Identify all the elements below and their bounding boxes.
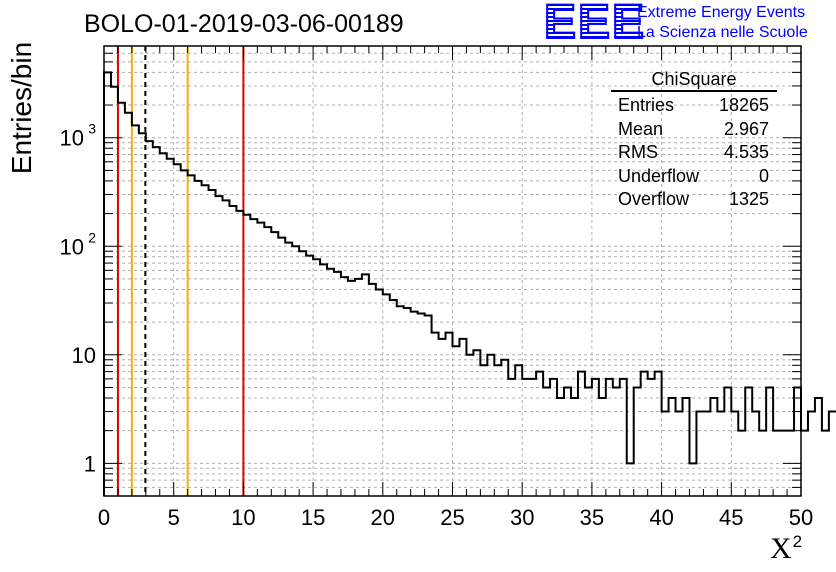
stats-value: 2.967 bbox=[723, 118, 769, 139]
y-tick-label: 10 bbox=[60, 126, 84, 151]
y-tick-label-exp: 3 bbox=[88, 121, 96, 137]
x-tick-label: 20 bbox=[371, 505, 395, 530]
histogram-series bbox=[103, 71, 836, 496]
x-tick-label: 45 bbox=[719, 505, 743, 530]
y-tick-label: 10 bbox=[60, 234, 84, 259]
logo-caption-line2: La Scienza nelle Scuole bbox=[637, 24, 808, 41]
x-tick-label: 15 bbox=[301, 505, 325, 530]
stats-label: Underflow bbox=[618, 165, 700, 186]
stats-row-overflow: Overflow 1325 bbox=[611, 188, 777, 212]
logo-caption: Extreme Energy Events La Scienza nelle S… bbox=[637, 3, 808, 43]
stats-row-mean: Mean 2.967 bbox=[611, 118, 777, 142]
x-tick-label: 25 bbox=[440, 505, 464, 530]
stats-title: ChiSquare bbox=[611, 68, 777, 92]
x-axis-label-sup: 2 bbox=[792, 532, 803, 551]
stats-label: RMS bbox=[618, 142, 658, 162]
x-tick-label: 35 bbox=[580, 505, 604, 530]
y-tick-label: 1 bbox=[84, 451, 96, 476]
eee-logo: EEE bbox=[543, 0, 647, 49]
stats-value: 0 bbox=[758, 165, 769, 186]
x-tick-label: 50 bbox=[789, 505, 813, 530]
x-tick-label: 30 bbox=[510, 505, 534, 530]
stats-label: Overflow bbox=[618, 189, 690, 209]
stats-label: Entries bbox=[618, 95, 675, 115]
stats-row-entries: Entries 18265 bbox=[611, 94, 777, 118]
stats-box: ChiSquare Entries 18265 Mean 2.967 RMS 4.53… bbox=[611, 68, 777, 212]
x-tick-label: 10 bbox=[231, 505, 255, 530]
x-tick-label: 5 bbox=[168, 505, 180, 530]
y-tick-label: 10 bbox=[72, 343, 96, 368]
stats-value: 1325 bbox=[728, 189, 769, 209]
y-tick-label-exp: 2 bbox=[88, 229, 96, 245]
stats-value: 18265 bbox=[718, 95, 769, 115]
stats-label: Mean bbox=[618, 118, 664, 139]
x-axis-label-base: X bbox=[770, 532, 792, 565]
x-axis-label: X2 bbox=[770, 532, 802, 566]
y-axis-label: Entries/bin bbox=[6, 41, 37, 175]
page-title: BOLO-01-2019-03-06-00189 bbox=[84, 10, 404, 38]
stats-value: 4.535 bbox=[723, 142, 769, 162]
stats-row-underflow: Underflow 0 bbox=[611, 165, 777, 189]
logo-caption-line1: Extreme Energy Events bbox=[637, 4, 806, 21]
x-tick-label: 40 bbox=[649, 505, 673, 530]
x-tick-label: 0 bbox=[98, 505, 110, 530]
stats-row-rms: RMS 4.535 bbox=[611, 141, 777, 165]
